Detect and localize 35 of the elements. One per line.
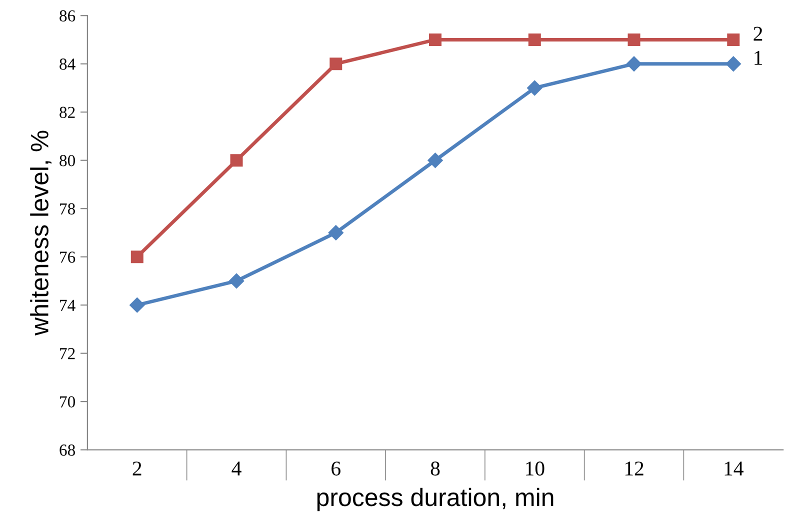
x-tick-label: 6 <box>332 462 340 476</box>
x-tick-label: 12 <box>625 462 644 476</box>
point <box>626 56 642 72</box>
y-tick-label: 82 <box>60 106 75 118</box>
point <box>428 152 443 168</box>
point <box>527 80 542 96</box>
y-tick-label: 70 <box>60 396 76 408</box>
point <box>228 273 244 289</box>
y-tick-label: 76 <box>60 252 76 263</box>
point <box>330 58 342 70</box>
point <box>726 56 741 72</box>
series-label: 1 <box>754 50 762 65</box>
point <box>628 33 640 46</box>
point <box>130 297 145 313</box>
point <box>429 33 442 46</box>
point <box>727 33 740 46</box>
y-tick-label: 78 <box>60 203 76 215</box>
series-label: 2 <box>754 26 762 41</box>
y-axis-title: whiteness level, % <box>30 130 52 336</box>
y-tick-label: 68 <box>60 444 76 456</box>
x-tick-label: 2 <box>132 462 142 476</box>
point <box>528 33 541 46</box>
y-tick-label: 80 <box>60 155 76 166</box>
x-tick-label: 14 <box>724 462 744 476</box>
y-tick-label: 84 <box>60 58 76 70</box>
point <box>328 225 344 240</box>
point <box>230 154 243 167</box>
x-tick-label: 4 <box>232 462 242 476</box>
x-tick-label: 8 <box>430 462 440 476</box>
point <box>130 250 144 264</box>
y-tick-label: 72 <box>60 348 75 360</box>
y-tick-label: 86 <box>60 10 76 22</box>
x-tick-label: 10 <box>526 462 544 476</box>
y-tick-label: 74 <box>60 300 76 311</box>
x-axis-title: process duration, min <box>317 488 554 512</box>
